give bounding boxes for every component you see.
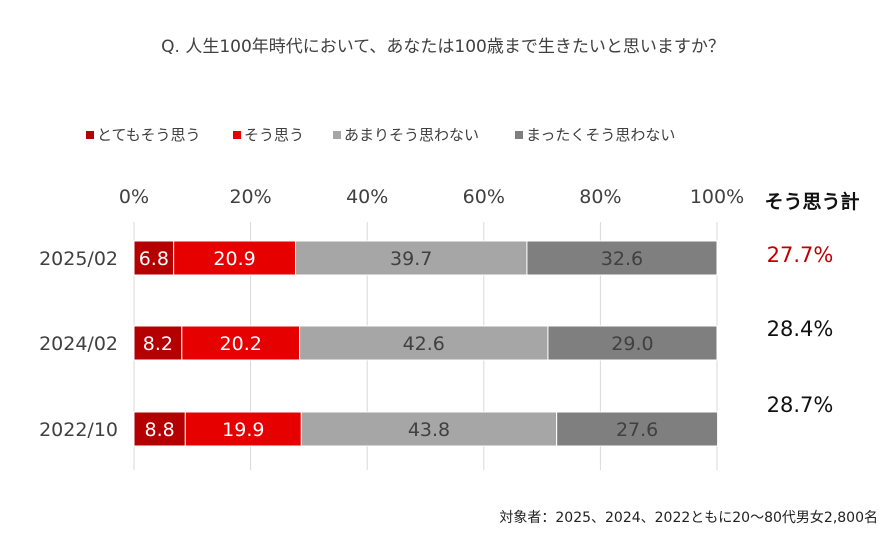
category-label: 2022/10: [39, 419, 118, 441]
chart-title: Q. 人生100年時代において、あなたは100歳まで生きたいと思いますか？: [161, 37, 725, 57]
x-axis-ticks: 0% 20% 40% 60% 80% 100%: [119, 186, 744, 208]
bars: 6.8 20.9 39.7 32.6 8.2 20.2 42.6 29.0 8.8 19.9 43.…: [133, 240, 719, 447]
summary-value: 28.4%: [767, 317, 834, 341]
x-tick-label: 0%: [119, 186, 149, 208]
bar-segment: [133, 411, 186, 447]
bar-segment: [299, 325, 549, 361]
bar-segment: [133, 240, 175, 276]
summary-value: 27.7%: [767, 243, 834, 267]
x-tick-label: 40%: [346, 186, 388, 208]
legend: とてもそう思う そう思う あまりそう思わない まったくそう思わない: [86, 126, 675, 144]
bar-segment: [556, 411, 719, 447]
legend-swatch: [333, 131, 341, 139]
x-tick-label: 80%: [579, 186, 621, 208]
bar-segment: [300, 411, 558, 447]
data-label: 42.6: [403, 333, 445, 355]
data-label: 19.9: [222, 419, 264, 441]
legend-label: まったくそう思わない: [526, 126, 675, 144]
summary-values: 27.7% 28.4% 28.7%: [767, 243, 834, 417]
x-tick-label: 60%: [463, 186, 505, 208]
data-label: 39.7: [390, 248, 432, 270]
bar-segment: [526, 240, 718, 276]
legend-label: そう思う: [244, 126, 304, 144]
data-label: 8.8: [145, 419, 175, 441]
sample-note: 対象者：2025、2024、2022ともに20～80代男女2,800名: [499, 509, 878, 526]
legend-swatch: [233, 131, 241, 139]
bar-segment: [133, 325, 183, 361]
legend-swatch: [86, 131, 94, 139]
data-label: 43.8: [408, 419, 450, 441]
data-label: 20.2: [220, 333, 262, 355]
summary-value: 28.7%: [767, 393, 834, 417]
category-label: 2024/02: [39, 333, 118, 355]
data-label: 20.9: [213, 248, 255, 270]
data-label: 8.2: [143, 333, 173, 355]
legend-label: あまりそう思わない: [344, 126, 479, 144]
x-tick-label: 20%: [229, 186, 271, 208]
legend-label: とてもそう思う: [97, 126, 201, 144]
summary-header: そう思う計: [764, 190, 859, 213]
x-tick-label: 100%: [690, 186, 744, 208]
category-label: 2025/02: [39, 248, 118, 270]
data-label: 29.0: [611, 333, 653, 355]
bar-segment: [547, 325, 718, 361]
category-labels: 2025/02 2024/02 2022/10: [39, 248, 118, 441]
bar-segment: [181, 325, 301, 361]
data-label: 27.6: [616, 419, 658, 441]
legend-swatch: [515, 131, 523, 139]
data-label: 32.6: [601, 248, 643, 270]
bar-segment: [184, 411, 302, 447]
data-label: 6.8: [139, 248, 169, 270]
